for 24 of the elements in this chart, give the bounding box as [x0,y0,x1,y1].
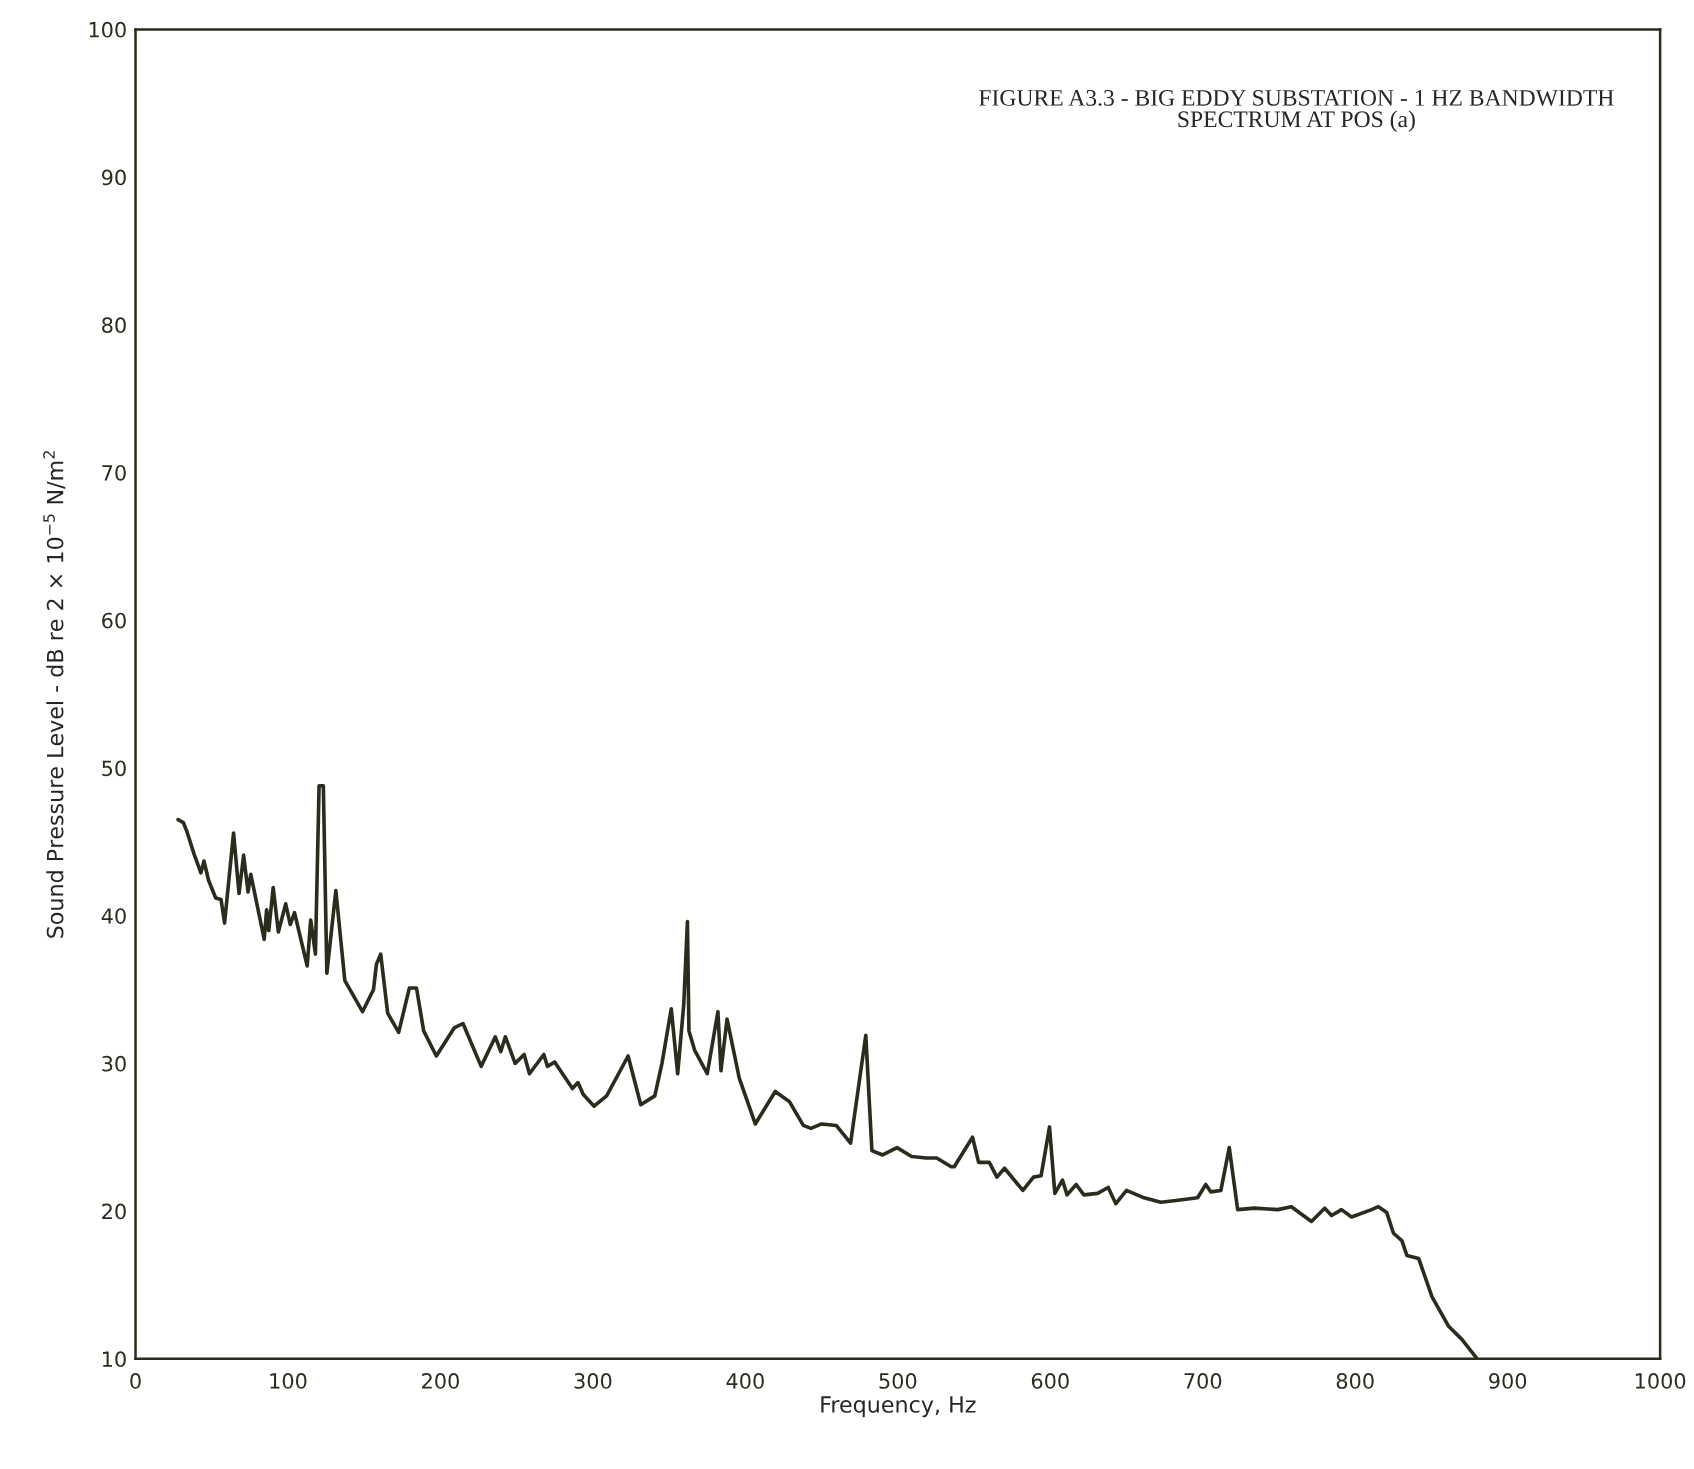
x-tick-label: 700 [1184,1373,1222,1389]
x-tick-label: 600 [1031,1373,1069,1389]
y-tick-label: 80 [102,317,126,334]
x-tick-label: 200 [422,1373,459,1389]
x-tick-label: 100 [270,1373,307,1389]
y-tick-label: 60 [102,612,126,629]
x-tick-label: 300 [574,1373,612,1389]
y-tick-label: 20 [102,1203,126,1220]
x-tick-label: 1000 [1635,1373,1686,1389]
y-tick-label: 100 [89,21,126,38]
y-tick-label: 70 [102,464,126,481]
y-axis-title: Sound Pressure Level - dB re 2 × 10$^{−5}$ N/m$^{2}$ [43,451,66,938]
y-tick-label: 40 [101,908,126,924]
y-tick-label: 50 [102,760,126,777]
y-tick-label: 10 [102,1351,126,1368]
x-axis-title: Frequency, Hz [821,1396,976,1418]
y-tick-label: 30 [102,1055,126,1072]
x-tick-label: 400 [726,1373,764,1389]
x-tick-label: 800 [1336,1373,1374,1389]
text: FIGURE A3.3 - BIG EDDY SUBSTATION - 1 HZ BANDWIDTH SPECTRUM AT POS (a) [979,89,1614,133]
y-tick-label: 90 [101,169,126,186]
x-tick-label: 900 [1489,1373,1527,1389]
x-tick-label: 500 [879,1373,917,1389]
x-tick-label: 0 [130,1373,141,1389]
